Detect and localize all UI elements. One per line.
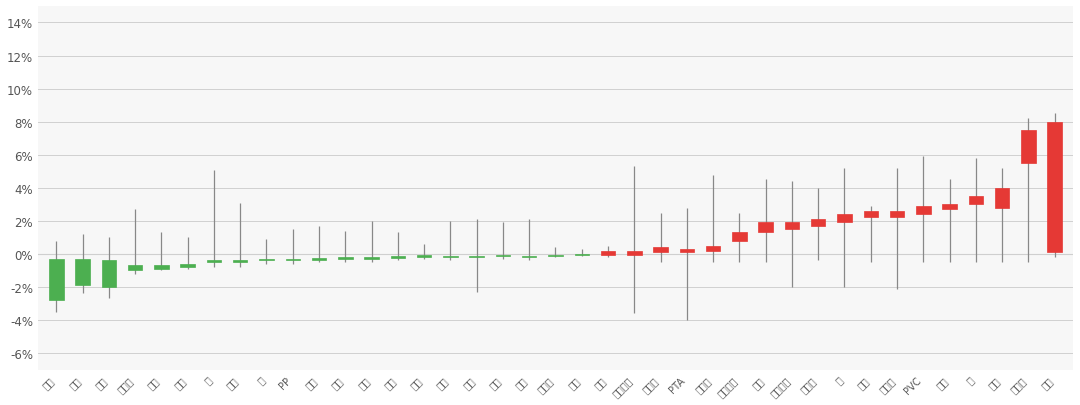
Bar xyxy=(864,211,878,218)
Bar xyxy=(575,254,589,256)
Bar xyxy=(338,258,352,259)
Bar xyxy=(916,207,931,215)
Bar xyxy=(417,256,431,258)
Bar xyxy=(285,259,300,261)
Bar xyxy=(364,258,379,259)
Bar xyxy=(758,223,773,233)
Bar xyxy=(706,246,720,251)
Bar xyxy=(732,233,746,241)
Bar xyxy=(443,256,458,258)
Bar xyxy=(1022,130,1036,164)
Bar xyxy=(837,215,852,223)
Bar xyxy=(890,211,904,218)
Bar xyxy=(653,247,667,253)
Bar xyxy=(391,257,405,258)
Bar xyxy=(206,261,221,262)
Bar xyxy=(233,261,247,262)
Bar xyxy=(49,259,64,301)
Bar xyxy=(259,259,273,261)
Bar xyxy=(127,266,143,271)
Bar xyxy=(470,256,484,258)
Bar xyxy=(995,188,1010,208)
Bar xyxy=(627,251,642,256)
Bar xyxy=(943,205,957,210)
Bar xyxy=(1048,122,1062,253)
Bar xyxy=(600,251,616,256)
Bar xyxy=(522,256,537,258)
Bar xyxy=(969,196,983,205)
Bar xyxy=(154,266,168,269)
Bar xyxy=(180,264,194,267)
Bar xyxy=(312,258,326,260)
Bar xyxy=(785,223,799,230)
Bar xyxy=(496,256,510,257)
Bar xyxy=(549,256,563,257)
Bar xyxy=(811,220,825,226)
Bar xyxy=(102,261,116,287)
Bar xyxy=(76,259,90,286)
Bar xyxy=(679,249,694,253)
